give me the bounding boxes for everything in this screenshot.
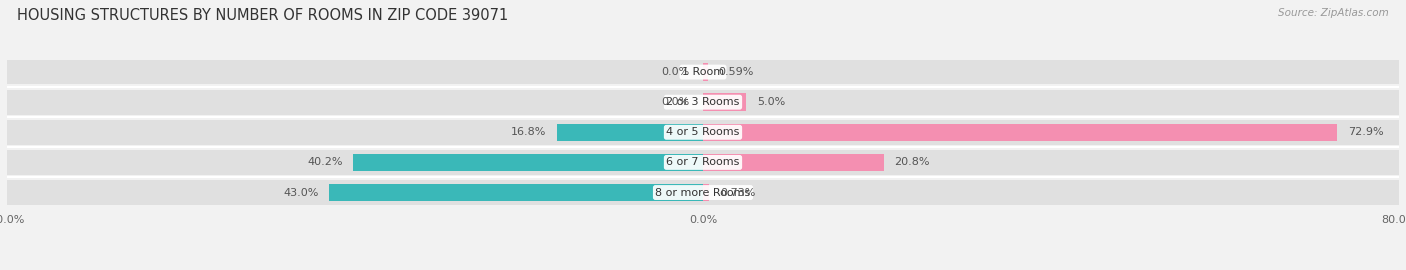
Text: 6 or 7 Rooms: 6 or 7 Rooms xyxy=(666,157,740,167)
Bar xyxy=(7,150,1399,175)
Bar xyxy=(703,93,747,111)
Text: 1 Room: 1 Room xyxy=(682,67,724,77)
Bar xyxy=(7,180,1399,205)
Bar xyxy=(353,154,703,171)
Text: 40.2%: 40.2% xyxy=(308,157,343,167)
Text: 2 or 3 Rooms: 2 or 3 Rooms xyxy=(666,97,740,107)
Text: 0.0%: 0.0% xyxy=(662,67,690,77)
Text: 0.0%: 0.0% xyxy=(662,97,690,107)
Bar xyxy=(7,120,1399,145)
Bar xyxy=(7,60,1399,85)
Bar xyxy=(703,184,710,201)
Text: 20.8%: 20.8% xyxy=(894,157,929,167)
Text: 8 or more Rooms: 8 or more Rooms xyxy=(655,188,751,198)
Bar xyxy=(703,63,709,81)
Bar xyxy=(703,124,1337,141)
Text: 0.73%: 0.73% xyxy=(720,188,755,198)
Text: Source: ZipAtlas.com: Source: ZipAtlas.com xyxy=(1278,8,1389,18)
Bar xyxy=(329,184,703,201)
Bar xyxy=(557,124,703,141)
Text: 5.0%: 5.0% xyxy=(756,97,785,107)
Text: 4 or 5 Rooms: 4 or 5 Rooms xyxy=(666,127,740,137)
Legend: Owner-occupied, Renter-occupied: Owner-occupied, Renter-occupied xyxy=(575,269,831,270)
Bar xyxy=(7,90,1399,114)
Bar xyxy=(703,154,884,171)
Text: 16.8%: 16.8% xyxy=(510,127,547,137)
Text: 72.9%: 72.9% xyxy=(1347,127,1384,137)
Text: 43.0%: 43.0% xyxy=(283,188,319,198)
Text: HOUSING STRUCTURES BY NUMBER OF ROOMS IN ZIP CODE 39071: HOUSING STRUCTURES BY NUMBER OF ROOMS IN… xyxy=(17,8,508,23)
Text: 0.59%: 0.59% xyxy=(718,67,754,77)
